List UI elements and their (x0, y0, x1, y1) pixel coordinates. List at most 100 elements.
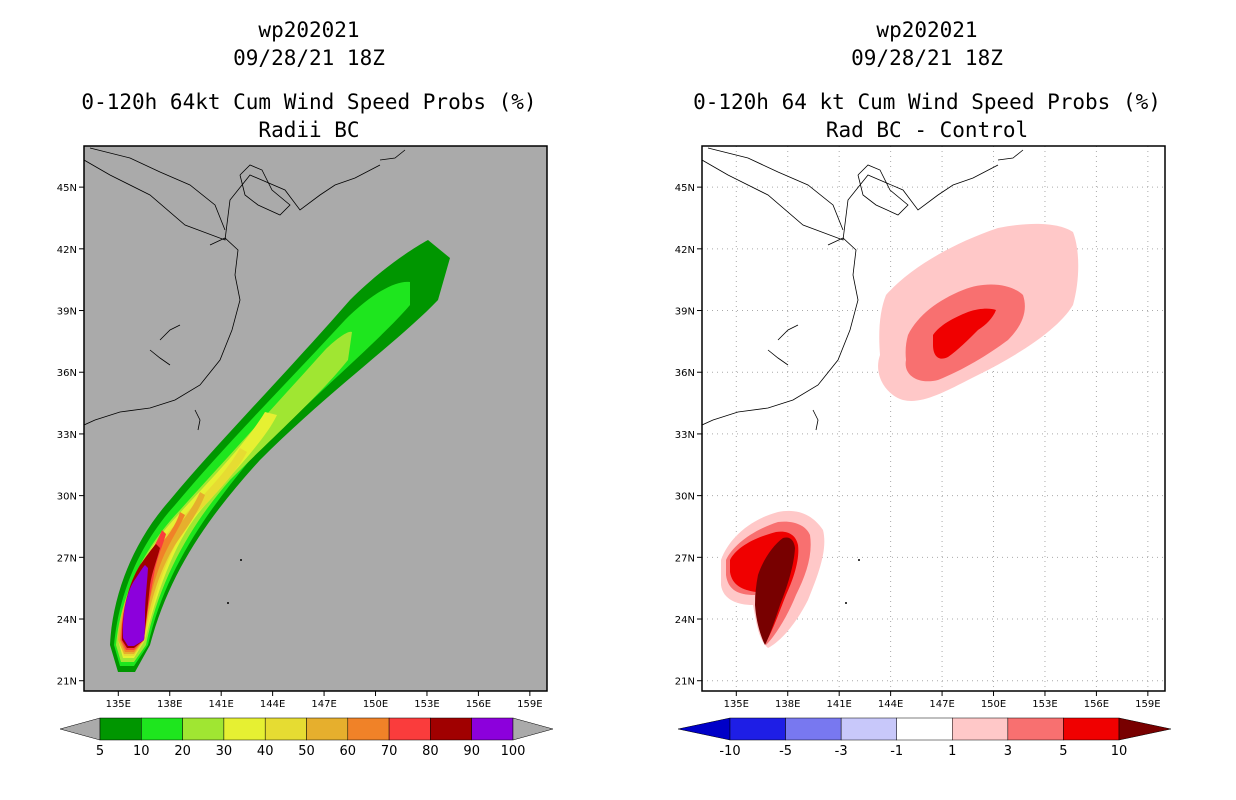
lon-tick-label: 153E (414, 699, 439, 710)
colorbar: 5 10 20 30 40 50 60 70 80 90 100 (59, 717, 554, 759)
lon-tick-label: 138E (775, 699, 800, 710)
colorbar-label: 50 (298, 744, 315, 759)
lat-tick-label: 24N (57, 615, 77, 626)
colorbar-swatch (306, 717, 349, 741)
storm-id: wp202021 (258, 18, 360, 42)
colorbar-label: 10 (133, 744, 150, 759)
colorbar-label: 10 (1111, 744, 1128, 759)
lon-ticks: 135E 138E 141E 144E 147E 150E 153E 156E 159E (724, 691, 1161, 710)
map-svg-left: 45N 42N 39N 36N 33N 30N 27N 24N 21N 135E 138E 141E… (57, 145, 554, 759)
colorbar-label: -10 (719, 744, 740, 759)
colorbar-label: 70 (381, 744, 398, 759)
lat-tick-label: 33N (675, 430, 695, 441)
island-dot (227, 602, 229, 604)
colorbar-label: 20 (174, 744, 191, 759)
diff-contour-10-south (755, 537, 795, 645)
lat-tick-label: 24N (675, 615, 695, 626)
lat-tick-label: 45N (57, 183, 77, 194)
lat-tick-label: 42N (57, 245, 77, 256)
lon-tick-label: 156E (466, 699, 491, 710)
colorbar-min-arrow (677, 717, 731, 741)
lon-tick-label: 135E (106, 699, 131, 710)
colorbar-min-arrow (59, 717, 101, 741)
probability-contours (84, 147, 450, 672)
lat-tick-label: 39N (57, 307, 77, 318)
colorbar-swatch (785, 717, 842, 741)
lon-tick-label: 153E (1032, 699, 1057, 710)
init-time: 09/28/21 18Z (233, 46, 385, 70)
lat-tick-label: 36N (57, 368, 77, 379)
chart-subtitle: Rad BC - Control (825, 118, 1029, 142)
lon-tick-label: 150E (981, 699, 1006, 710)
colorbar-label: -1 (890, 744, 903, 759)
lat-tick-label: 21N (675, 677, 695, 688)
coastline (702, 147, 1024, 431)
chart-subtitle: Radii BC (258, 118, 360, 142)
lon-tick-label: 147E (929, 699, 954, 710)
chart-title: 0-120h 64kt Cum Wind Speed Probs (%) (81, 90, 537, 114)
colorbar-swatch (99, 717, 142, 741)
colorbar-label: 5 (96, 744, 104, 759)
lon-tick-label: 135E (724, 699, 749, 710)
lon-tick-label: 159E (1135, 699, 1160, 710)
colorbar-swatch (896, 717, 953, 741)
lon-tick-label: 156E (1084, 699, 1109, 710)
colorbar-swatch (182, 717, 225, 741)
colorbar-label: 3 (1004, 744, 1012, 759)
lat-tick-label: 39N (675, 307, 695, 318)
colorbar-swatch (430, 717, 472, 741)
lat-tick-label: 45N (675, 183, 695, 194)
lat-tick-label: 27N (675, 553, 695, 564)
chart-right: wp202021 09/28/21 18Z 0-120h 64 kt Cum W… (618, 0, 1236, 800)
colorbar-swatch (347, 717, 390, 741)
lat-tick-label: 42N (675, 245, 695, 256)
colorbar-label: 100 (501, 744, 526, 759)
lon-tick-label: 141E (826, 699, 851, 710)
colorbar-swatch (1063, 717, 1120, 741)
colorbar-swatch (729, 717, 786, 741)
colorbar-label: 30 (216, 744, 233, 759)
colorbar: -10 -5 -3 -1 1 3 5 10 (677, 717, 1172, 759)
init-time: 09/28/21 18Z (851, 46, 1003, 70)
island-dot (240, 559, 242, 561)
colorbar-max-arrow (1118, 717, 1172, 741)
map-frame (701, 145, 1166, 692)
colorbar-swatch (840, 717, 897, 741)
colorbar-swatch (952, 717, 1009, 741)
colorbar-swatch (141, 717, 183, 741)
island-dot (858, 559, 860, 561)
colorbar-swatch (1007, 717, 1064, 741)
lat-tick-label: 21N (57, 677, 77, 688)
lon-tick-label: 141E (208, 699, 233, 710)
lon-tick-label: 144E (260, 699, 285, 710)
colorbar-swatch (388, 717, 431, 741)
chart-left: wp202021 09/28/21 18Z 0-120h 64kt Cum Wi… (57, 18, 554, 759)
lat-tick-label: 36N (675, 368, 695, 379)
island-dot (845, 602, 847, 604)
lon-ticks: 135E 138E 141E 144E 147E 150E 153E 156E 159E (106, 691, 543, 710)
lon-tick-label: 144E (878, 699, 903, 710)
map-frame (83, 145, 548, 692)
colorbar-swatch (264, 717, 307, 741)
colorbar-label: 1 (948, 744, 956, 759)
colorbar-label: 90 (463, 744, 480, 759)
colorbar-label: -5 (779, 744, 792, 759)
colorbar-label: 80 (422, 744, 439, 759)
lat-tick-label: 30N (57, 492, 77, 503)
colorbar-label: 60 (340, 744, 357, 759)
lon-tick-label: 138E (157, 699, 182, 710)
lon-tick-label: 147E (311, 699, 336, 710)
lat-tick-label: 33N (57, 430, 77, 441)
lat-ticks: 45N 42N 39N 36N 33N 30N 27N 24N 21N (675, 183, 702, 688)
lat-tick-label: 27N (57, 553, 77, 564)
colorbar-label: -3 (835, 744, 848, 759)
diff-contour-5-north (933, 308, 996, 359)
colorbar-swatch (223, 717, 266, 741)
lat-ticks: 45N 42N 39N 36N 33N 30N 27N 24N 21N (57, 183, 84, 688)
contour-20 (116, 331, 352, 662)
coastline (84, 147, 406, 431)
lat-tick-label: 30N (675, 492, 695, 503)
map-svg-right: 45N 42N 39N 36N 33N 30N 27N 24N 21N 135E 138E 141E… (675, 145, 1172, 759)
chart-title: 0-120h 64 kt Cum Wind Speed Probs (%) (693, 90, 1161, 114)
colorbar-swatch (471, 717, 514, 741)
